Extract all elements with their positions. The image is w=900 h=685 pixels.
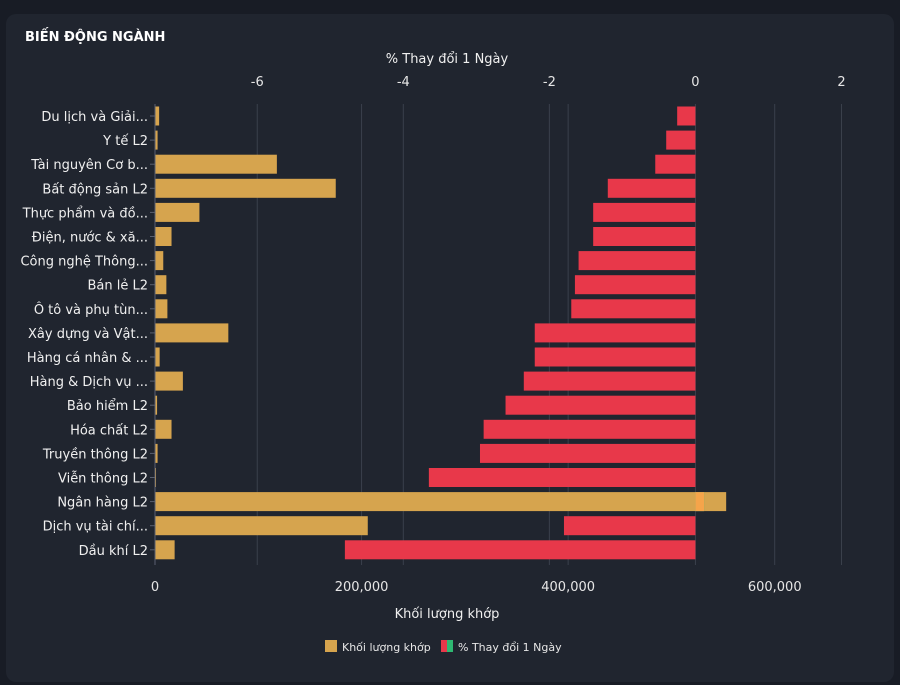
- overlap-bars: [695, 492, 705, 512]
- percent-bar: [607, 178, 696, 198]
- percent-bar: [479, 443, 696, 463]
- category-label: Xây dựng và Vật...: [28, 327, 148, 342]
- category-label: Bán lẻ L2: [87, 279, 148, 294]
- top-axis-title: % Thay đổi 1 Ngày: [386, 52, 509, 67]
- percent-bar: [483, 419, 696, 439]
- percent-bar: [593, 202, 696, 222]
- volume-bar: [155, 443, 158, 463]
- volume-bar: [155, 516, 368, 536]
- category-label: Hàng & Dịch vụ ...: [30, 375, 148, 390]
- bottom-tick-label: 200,000: [335, 580, 389, 595]
- percent-bar: [677, 106, 696, 126]
- category-label: Dầu khí L2: [79, 544, 148, 559]
- top-tick-label: -2: [543, 75, 556, 90]
- category-label: Du lịch và Giải...: [41, 110, 148, 125]
- bottom-axis-title: Khối lượng khớp: [395, 607, 500, 622]
- percent-bar: [534, 347, 696, 367]
- percent-bar: [666, 130, 696, 150]
- category-label: Bất động sản L2: [42, 182, 148, 197]
- volume-bar: [155, 178, 336, 198]
- legend-swatch: [441, 640, 447, 652]
- category-label: Hàng cá nhân & ...: [27, 351, 148, 366]
- volume-bars: [155, 106, 727, 560]
- legend-label: % Thay đổi 1 Ngày: [458, 641, 562, 654]
- category-label: Công nghệ Thông...: [20, 255, 148, 270]
- volume-bar: [155, 106, 160, 126]
- volume-bar: [155, 251, 164, 271]
- volume-bar: [155, 154, 277, 174]
- volume-bar: [155, 275, 167, 295]
- percent-bar: [505, 395, 696, 415]
- percent-bars: [344, 106, 705, 560]
- volume-bar: [155, 130, 158, 150]
- legend-swatch: [325, 640, 337, 652]
- legend-label: Khối lượng khớp: [342, 641, 431, 654]
- percent-bar: [578, 251, 696, 271]
- category-label: Ô tô và phụ tùn...: [34, 302, 148, 318]
- category-label: Hóa chất L2: [70, 423, 148, 438]
- bottom-tick-label: 0: [151, 580, 159, 595]
- volume-bar: [155, 492, 727, 512]
- category-label: Viễn thông L2: [58, 472, 148, 487]
- category-label: Thực phẩm và đồ...: [22, 206, 148, 221]
- percent-bar: [523, 371, 696, 391]
- top-tick-label: -4: [397, 75, 410, 90]
- percent-bar: [593, 227, 696, 246]
- percent-bar: [574, 275, 696, 295]
- sector-panel: BIẾN ĐỘNG NGÀNH: [6, 14, 894, 682]
- percent-bar: [534, 323, 696, 343]
- bottom-axis-ticks: 0 200,000 400,000 600,000: [151, 580, 802, 595]
- volume-bar: [155, 202, 200, 222]
- volume-bar: [155, 371, 183, 391]
- category-label: Ngân hàng L2: [57, 496, 148, 511]
- category-labels: Du lịch và Giải... Y tế L2 Tài nguyên Cơ b…: [20, 110, 155, 559]
- percent-bar: [344, 540, 696, 560]
- overlap-bar: [695, 492, 705, 512]
- panel-title: BIẾN ĐỘNG NGÀNH: [25, 30, 166, 45]
- legend-swatch: [447, 640, 453, 652]
- top-tick-label: -6: [251, 75, 264, 90]
- top-axis-ticks: -6 -4 -2 0 2: [251, 75, 846, 90]
- volume-bar: [155, 347, 160, 367]
- category-label: Tài nguyên Cơ b...: [30, 158, 148, 173]
- category-label: Truyền thông L2: [42, 447, 148, 462]
- category-label: Bảo hiểm L2: [67, 399, 148, 414]
- percent-bar: [655, 154, 696, 174]
- percent-bar: [428, 468, 696, 487]
- percent-bar: [563, 516, 696, 536]
- category-label: Y tế L2: [102, 134, 148, 149]
- percent-bar: [571, 299, 696, 319]
- volume-bar: [155, 419, 172, 439]
- volume-bar: [155, 227, 172, 246]
- top-tick-label: 0: [691, 75, 699, 90]
- volume-bar: [155, 299, 168, 319]
- top-tick-label: 2: [837, 75, 845, 90]
- volume-bar: [155, 323, 229, 343]
- category-label: Điện, nước & xă...: [32, 231, 148, 246]
- category-label: Dịch vụ tài chí...: [43, 520, 148, 535]
- volume-bar: [155, 395, 158, 415]
- bottom-tick-label: 400,000: [541, 580, 595, 595]
- legend: Khối lượng khớp % Thay đổi 1 Ngày: [325, 640, 562, 654]
- bottom-tick-label: 600,000: [748, 580, 802, 595]
- volume-bar: [155, 540, 175, 560]
